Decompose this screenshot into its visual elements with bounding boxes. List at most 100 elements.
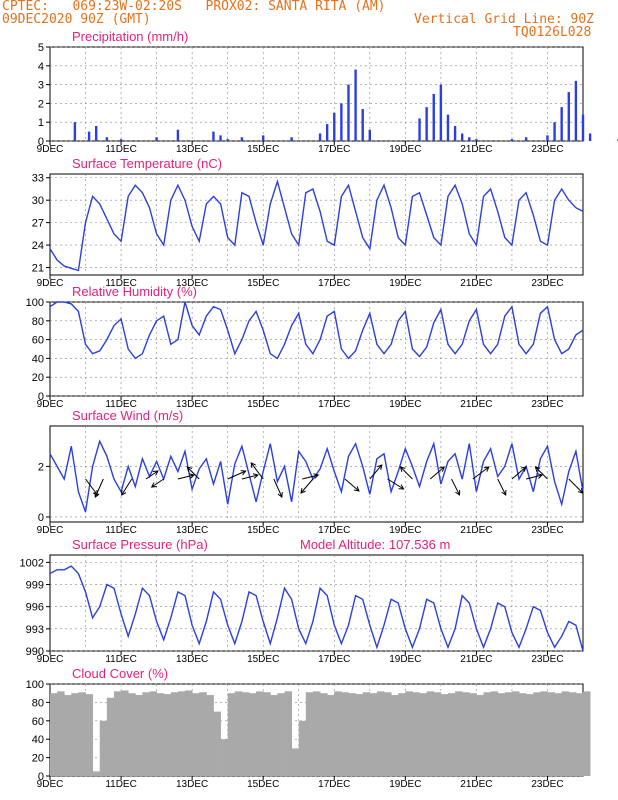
- cloud-bar: [568, 692, 577, 776]
- precip-bar: [574, 80, 578, 141]
- precip-bar: [560, 107, 563, 141]
- precip-bar: [553, 122, 556, 141]
- precip-bar: [446, 114, 450, 141]
- wind-arrow-head: [240, 470, 247, 476]
- header-line2-right: Vertical Grid Line: 90Z: [414, 12, 595, 27]
- wind-arrow: [151, 478, 164, 488]
- cloud-bar: [78, 692, 86, 776]
- cloud-bar: [121, 690, 129, 776]
- panel-title: Surface Wind (m/s): [72, 408, 183, 423]
- wind-arrow: [497, 478, 507, 496]
- series-line: [49, 439, 584, 513]
- cloud-bar: [163, 694, 172, 776]
- cloud-bar: [426, 691, 435, 776]
- cloud-bar: [227, 693, 236, 776]
- y-tick-label: 0: [38, 391, 44, 403]
- precip-bar: [333, 112, 336, 141]
- y-tick-label: 1: [38, 117, 44, 129]
- precip-bar: [340, 103, 343, 141]
- precip-bar: [453, 125, 457, 141]
- panel-frame: [49, 301, 584, 397]
- y-tick-label: 100: [26, 297, 44, 309]
- wind-arrow: [568, 478, 584, 494]
- y-tick-label: 990: [26, 646, 44, 658]
- x-tick-label: 9DEC: [37, 144, 64, 155]
- cloud-bar: [270, 695, 278, 776]
- x-tick-label: 21DEC: [460, 525, 492, 536]
- wind-arrow: [121, 478, 133, 496]
- panel-1: [46, 173, 584, 279]
- cloud-bar: [149, 691, 158, 776]
- cloud-bar: [177, 691, 186, 776]
- cloud-bar: [199, 692, 207, 776]
- wind-arrow-head: [152, 470, 159, 476]
- cloud-bar: [526, 694, 534, 776]
- x-tick-label: 21DEC: [460, 278, 492, 289]
- y-tick-label: 2: [38, 98, 44, 110]
- x-tick-label: 17DEC: [318, 654, 350, 665]
- cloud-bar: [540, 691, 548, 776]
- x-tick-label: 11DEC: [105, 144, 137, 155]
- wind-arrow: [250, 462, 264, 480]
- precip-bar: [475, 139, 478, 141]
- x-tick-label: 19DEC: [389, 278, 421, 289]
- cloud-bar: [206, 695, 214, 776]
- x-tick-label: 9DEC: [37, 278, 64, 289]
- wind-arrow: [177, 474, 195, 480]
- panel-title: Surface Pressure (hPa): [72, 537, 208, 552]
- cloud-bar: [99, 720, 108, 776]
- cloud-bar: [234, 691, 243, 776]
- precip-bar: [290, 137, 293, 141]
- wind-arrow: [241, 474, 259, 480]
- cloud-bar: [320, 693, 328, 776]
- precip-bar: [176, 129, 180, 141]
- cloud-bar: [135, 695, 143, 776]
- wind-arrow-head: [577, 488, 584, 494]
- y-tick-label: 60: [32, 716, 44, 728]
- wind-arrow-head: [150, 482, 157, 488]
- wind-arrow-head: [186, 466, 193, 472]
- y-tick-label: 4: [38, 61, 44, 73]
- y-tick-label: 24: [32, 240, 44, 252]
- cloud-bar: [128, 693, 136, 776]
- wind-arrow: [400, 466, 413, 480]
- wind-arrow: [273, 478, 283, 498]
- x-tick-label: 17DEC: [318, 399, 350, 410]
- wind-arrow-head: [353, 486, 360, 492]
- cloud-bar: [220, 739, 229, 776]
- cloud-bar: [398, 693, 406, 776]
- x-tick-label: 13DEC: [176, 278, 208, 289]
- y-tick-label: 996: [26, 602, 44, 614]
- cloud-bar: [106, 697, 115, 776]
- cloud-bar: [327, 695, 335, 776]
- cloud-bar: [583, 691, 591, 776]
- wind-arrow: [344, 478, 360, 492]
- precip-bar: [468, 137, 471, 141]
- precip-bar: [524, 137, 528, 141]
- x-tick-label: 19DEC: [389, 399, 421, 410]
- x-tick-label: 15DEC: [247, 278, 279, 289]
- panel-title: Surface Temperature (nC): [72, 156, 222, 171]
- precip-bar: [460, 133, 464, 141]
- x-tick-label: 15DEC: [247, 654, 279, 665]
- x-tick-label: 13DEC: [176, 144, 208, 155]
- precip-bar: [240, 137, 244, 141]
- cloud-bar: [312, 691, 321, 776]
- cloud-bar: [391, 695, 399, 776]
- cloud-bar: [440, 694, 449, 776]
- wind-arrow-head: [520, 466, 527, 472]
- x-tick-label: 21DEC: [460, 399, 492, 410]
- x-tick-label: 13DEC: [176, 779, 208, 790]
- cloud-bar: [405, 691, 413, 776]
- x-tick-label: 23DEC: [531, 525, 563, 536]
- panel-3: [46, 425, 584, 526]
- cloud-bar: [419, 693, 428, 776]
- precip-bar: [219, 135, 222, 141]
- x-tick-label: 17DEC: [318, 779, 350, 790]
- y-tick-label: 21: [32, 263, 44, 275]
- panel-title: Cloud Cover (%): [72, 666, 168, 681]
- wind-arrow-head: [94, 491, 100, 498]
- y-tick-label: 5: [38, 42, 44, 54]
- precip-bar: [425, 107, 428, 141]
- cloud-bar: [547, 692, 555, 776]
